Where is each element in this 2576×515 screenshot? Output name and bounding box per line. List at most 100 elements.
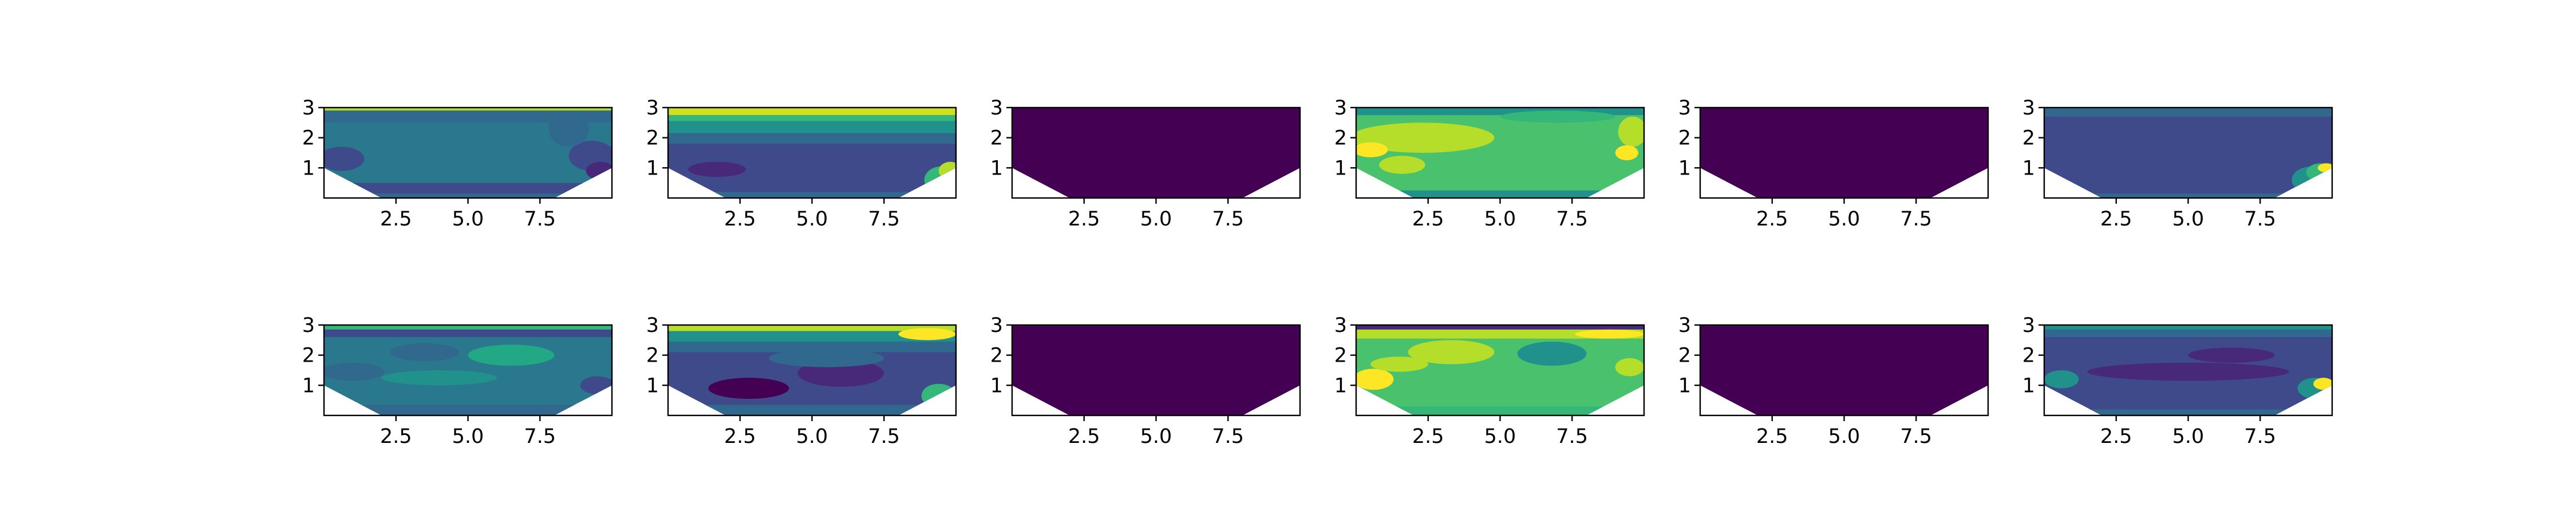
contour-field [1700, 108, 1988, 198]
contour-band [324, 108, 612, 111]
contour-field [1700, 325, 1988, 415]
contour-region [688, 161, 746, 177]
y-tick-label: 1 [1334, 374, 1347, 397]
contour-field [1356, 108, 1644, 198]
y-tick-label: 1 [990, 157, 1003, 180]
y-tick-label: 2 [646, 344, 659, 367]
x-tick-label: 7.5 [1212, 208, 1244, 231]
contour-band [324, 110, 612, 123]
contour-field [668, 325, 956, 415]
contour-region [1517, 341, 1587, 366]
y-tick-label: 2 [2022, 344, 2035, 367]
subplot-12: 2.5 5.0 7.5 1 2 3 [2022, 314, 2333, 448]
contour-region [898, 328, 956, 340]
contour-region [2044, 370, 2079, 389]
contour-band [1356, 190, 1644, 198]
x-tick-label: 7.5 [1900, 208, 1932, 231]
contour-base-level [2044, 108, 2332, 198]
contour-region [324, 362, 385, 381]
x-tick-label: 2.5 [1068, 425, 1100, 448]
x-tick-label: 5.0 [796, 208, 828, 231]
y-tick-label: 1 [302, 374, 315, 397]
x-tick-label: 5.0 [1140, 425, 1172, 448]
y-tick-label: 1 [646, 374, 659, 397]
contour-base-level [1012, 325, 1300, 415]
contour-region [1575, 329, 1644, 339]
contour-band [668, 115, 956, 121]
contour-region [1356, 142, 1388, 157]
y-tick-label: 2 [1678, 127, 1691, 150]
y-tick-label: 2 [990, 127, 1003, 150]
y-tick-label: 3 [1678, 97, 1691, 120]
contour-band [668, 331, 956, 342]
contour-field [324, 325, 612, 415]
y-tick-label: 2 [1678, 344, 1691, 367]
subplot-10: 2.5 5.0 7.5 1 2 3 [1334, 314, 1645, 448]
contour-band [2044, 325, 2332, 330]
y-tick-label: 3 [302, 314, 315, 337]
y-tick-label: 1 [302, 157, 315, 180]
contour-field [324, 108, 612, 198]
y-tick-label: 2 [2022, 127, 2035, 150]
contour-base-level [1012, 108, 1300, 198]
x-tick-label: 5.0 [1484, 208, 1516, 231]
contour-band [2044, 108, 2332, 117]
x-tick-label: 7.5 [2244, 208, 2276, 231]
y-tick-label: 3 [1678, 314, 1691, 337]
y-tick-label: 3 [990, 97, 1003, 120]
contour-region [381, 370, 497, 386]
x-tick-label: 2.5 [2100, 425, 2132, 448]
y-tick-label: 2 [1334, 127, 1347, 150]
subplot-5: 2.5 5.0 7.5 1 2 3 [1678, 97, 1989, 231]
contour-band [324, 325, 612, 330]
contour-band [668, 341, 956, 352]
contour-band [668, 405, 956, 415]
contour-band [324, 193, 612, 198]
x-tick-label: 5.0 [2172, 208, 2204, 231]
contour-band [2044, 193, 2332, 198]
subplot-8: 2.5 5.0 7.5 1 2 3 [646, 314, 957, 448]
contour-region [2188, 347, 2275, 363]
contour-region [1408, 340, 1495, 365]
contour-band [1356, 325, 1644, 330]
x-tick-label: 7.5 [868, 208, 900, 231]
contour-region [1500, 110, 1615, 123]
subplot-9: 2.5 5.0 7.5 1 2 3 [990, 314, 1301, 448]
contour-band [324, 329, 612, 338]
y-tick-label: 1 [1334, 157, 1347, 180]
y-tick-label: 1 [646, 157, 659, 180]
subplot-11: 2.5 5.0 7.5 1 2 3 [1678, 314, 1989, 448]
contour-field [1012, 325, 1300, 415]
contour-band [1356, 329, 1644, 339]
y-tick-label: 2 [1334, 344, 1347, 367]
x-tick-label: 2.5 [1412, 425, 1444, 448]
y-tick-label: 3 [302, 97, 315, 120]
contour-base-level [1700, 108, 1988, 198]
contour-region [390, 343, 460, 362]
y-tick-label: 2 [646, 127, 659, 150]
contour-band [2044, 329, 2332, 338]
x-tick-label: 2.5 [380, 425, 412, 448]
x-tick-label: 2.5 [380, 208, 412, 231]
y-tick-label: 3 [646, 97, 659, 120]
x-tick-label: 7.5 [1556, 208, 1588, 231]
x-tick-label: 5.0 [1828, 208, 1860, 231]
contour-base-level [1356, 108, 1644, 198]
contour-band [668, 133, 956, 144]
x-tick-label: 2.5 [1412, 208, 1444, 231]
contour-band [668, 121, 956, 133]
y-tick-label: 3 [990, 314, 1003, 337]
subplot-3: 2.5 5.0 7.5 1 2 3 [990, 97, 1301, 231]
x-tick-label: 2.5 [1068, 208, 1100, 231]
contour-base-level [1700, 325, 1988, 415]
contour-band [324, 405, 612, 415]
x-tick-label: 2.5 [1756, 208, 1788, 231]
x-tick-label: 7.5 [524, 425, 556, 448]
x-tick-label: 5.0 [1140, 208, 1172, 231]
contour-region [708, 378, 789, 399]
x-tick-label: 7.5 [868, 425, 900, 448]
subplot-1: 2.5 5.0 7.5 1 2 3 [302, 97, 613, 231]
x-tick-label: 7.5 [1556, 425, 1588, 448]
x-tick-label: 5.0 [796, 425, 828, 448]
